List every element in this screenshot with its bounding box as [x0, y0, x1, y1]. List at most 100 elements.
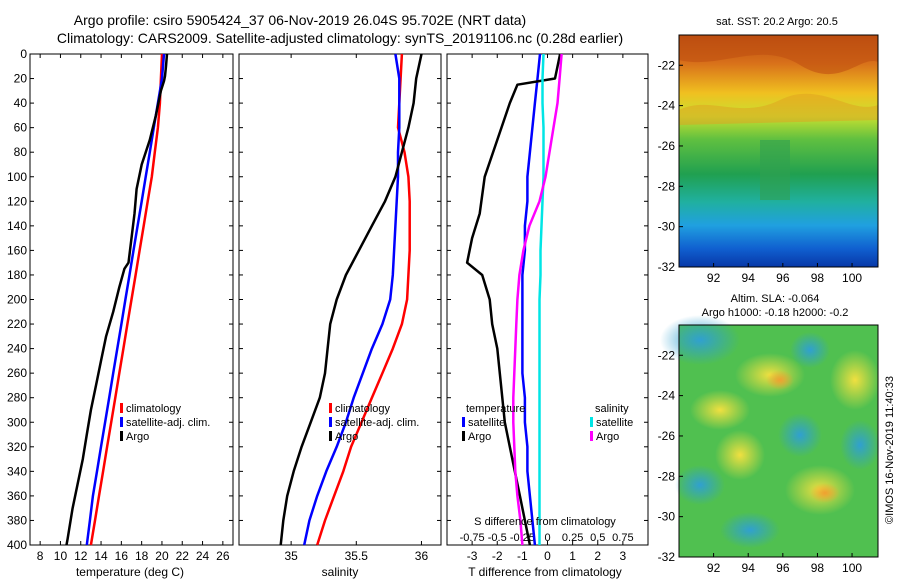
map-y-tick-label: -32 [658, 260, 676, 274]
map-x-tick-label: 96 [776, 561, 790, 575]
map-x-tick-label: 94 [742, 561, 756, 575]
legend-swatch-climatology [120, 403, 123, 413]
sst-map-axes: 92 94 96 98 100 -22 -24 -26 -28 -30 -32 [658, 58, 863, 285]
map-y-tick-label: -28 [658, 469, 676, 483]
x-tick-label: 26 [216, 549, 230, 563]
sst-warm-band [679, 35, 878, 75]
map-y-tick-label: -24 [658, 99, 676, 113]
salinity-panel: 35 35.5 36 [238, 53, 442, 563]
y-tick-label: 260 [7, 366, 27, 380]
legend-swatch-climatology [329, 403, 332, 413]
map-x-tick-label: 92 [707, 561, 721, 575]
y-tick-label: 280 [7, 391, 27, 405]
y-tick-label: 140 [7, 219, 27, 233]
x-tick-label: 2 [594, 549, 601, 563]
y-tick-label: 180 [7, 268, 27, 282]
sla-blob [778, 413, 822, 457]
legend-label-argo: Argo [126, 431, 149, 443]
sla-blob [675, 465, 725, 505]
y-tick-label: 300 [7, 415, 27, 429]
x-tick-label: 16 [115, 549, 129, 563]
series-line-s-satellite [538, 53, 545, 545]
y-tick-label: 40 [14, 96, 28, 110]
legend-swatch-argo [329, 431, 332, 441]
title-line-2: Climatology: CARS2009. Satellite-adjuste… [57, 30, 623, 46]
map-x-tick-label: 100 [842, 561, 862, 575]
legend-swatch-argo [120, 431, 123, 441]
y-tick-label: 160 [7, 243, 27, 257]
top-x-tick-label: 0.5 [590, 532, 605, 544]
map-x-tick-label: 98 [811, 271, 825, 285]
map-y-tick-label: -32 [658, 550, 676, 564]
legend-label-argo: Argo [335, 431, 358, 443]
series-line-climatology [316, 53, 411, 546]
map-x-tick-label: 98 [811, 561, 825, 575]
x-tick-label: -2 [492, 549, 503, 563]
x-tick-label: -3 [467, 549, 478, 563]
top-x-tick-label: -0.5 [488, 532, 507, 544]
map-x-tick-label: 94 [742, 271, 756, 285]
sla-blob [660, 315, 740, 365]
y-tick-label: 120 [7, 194, 27, 208]
y-tick-label: 360 [7, 489, 27, 503]
sla-blob [690, 390, 750, 430]
series-line-satellite-adj-clim- [85, 53, 166, 546]
difference-legend: temperature satellite Argo salinity sate… [462, 403, 633, 443]
series-line-argo [65, 53, 169, 546]
y-tick-label: 0 [20, 47, 27, 61]
x-tick-label: 36 [415, 549, 429, 563]
sst-map-frame [678, 34, 879, 268]
salinity-xlabel: salinity [322, 565, 359, 579]
legend-label-satellite: satellite-adj. clim. [126, 417, 210, 429]
sla-blob [720, 512, 780, 548]
title-line-1: Argo profile: csiro 5905424_37 06-Nov-20… [74, 12, 526, 28]
y-tick-label: 200 [7, 293, 27, 307]
sla-blob [840, 420, 880, 470]
series-line-s-argo [512, 53, 563, 546]
sla-map-frame [678, 324, 879, 558]
map-y-tick-label: -26 [658, 429, 676, 443]
series-line-satellite-adj-clim- [302, 53, 401, 546]
y-tick-label: 60 [14, 121, 28, 135]
legend-title-salinity: salinity [595, 403, 629, 415]
top-x-tick-label: 0.25 [562, 532, 583, 544]
map-y-tick-label: -28 [658, 179, 676, 193]
map-y-tick-label: -26 [658, 139, 676, 153]
sla-blob [810, 483, 840, 503]
legend-label-s-argo: Argo [596, 431, 619, 443]
x-tick-label: 35.5 [345, 549, 369, 563]
sla-map-title-2: Argo h1000: -0.18 h2000: -0.2 [702, 307, 849, 319]
sla-map-axes: 92 94 96 98 100 -22 -24 -26 -28 -30 -32 [658, 348, 863, 575]
plot-frame [446, 53, 649, 546]
top-x-tick-label: 0.75 [612, 532, 633, 544]
sst-map-title: sat. SST: 20.2 Argo: 20.5 [716, 16, 838, 28]
plot-frame [238, 53, 442, 546]
y-tick-label: 400 [7, 538, 27, 552]
difference-xlabel: T difference from climatology [468, 565, 622, 579]
y-tick-label: 100 [7, 170, 27, 184]
series-line-t-argo [465, 53, 562, 546]
map-y-tick-label: -30 [658, 510, 676, 524]
salinity-legend: climatology satellite-adj. clim. Argo [329, 403, 419, 443]
legend-label-climatology: climatology [126, 403, 182, 415]
top-x-tick-label: -0.75 [460, 532, 485, 544]
y-tick-label: 220 [7, 317, 27, 331]
legend-label-t-argo: Argo [468, 431, 491, 443]
x-tick-label: 24 [196, 549, 210, 563]
legend-title-temperature: temperature [466, 403, 525, 415]
series-line-climatology [89, 53, 164, 546]
map-y-tick-label: -22 [658, 348, 676, 362]
legend-label-satellite: satellite-adj. clim. [335, 417, 419, 429]
sla-blob [790, 332, 830, 368]
difference-panel: -3 -2 -1 0 1 2 3-0.75 -0.5 -0.25 0 0.25 0.5 0.75 [446, 53, 649, 563]
map-x-tick-label: 100 [842, 271, 862, 285]
x-tick-label: 10 [54, 549, 68, 563]
y-tick-label: 340 [7, 464, 27, 478]
x-tick-label: 20 [155, 549, 169, 563]
legend-label-s-satellite: satellite [596, 417, 633, 429]
temperature-legend: climatology satellite-adj. clim. Argo [120, 403, 210, 443]
y-tick-label: 320 [7, 440, 27, 454]
legend-swatch-s-satellite [590, 417, 593, 427]
sst-map [678, 34, 879, 268]
y-tick-label: 240 [7, 342, 27, 356]
